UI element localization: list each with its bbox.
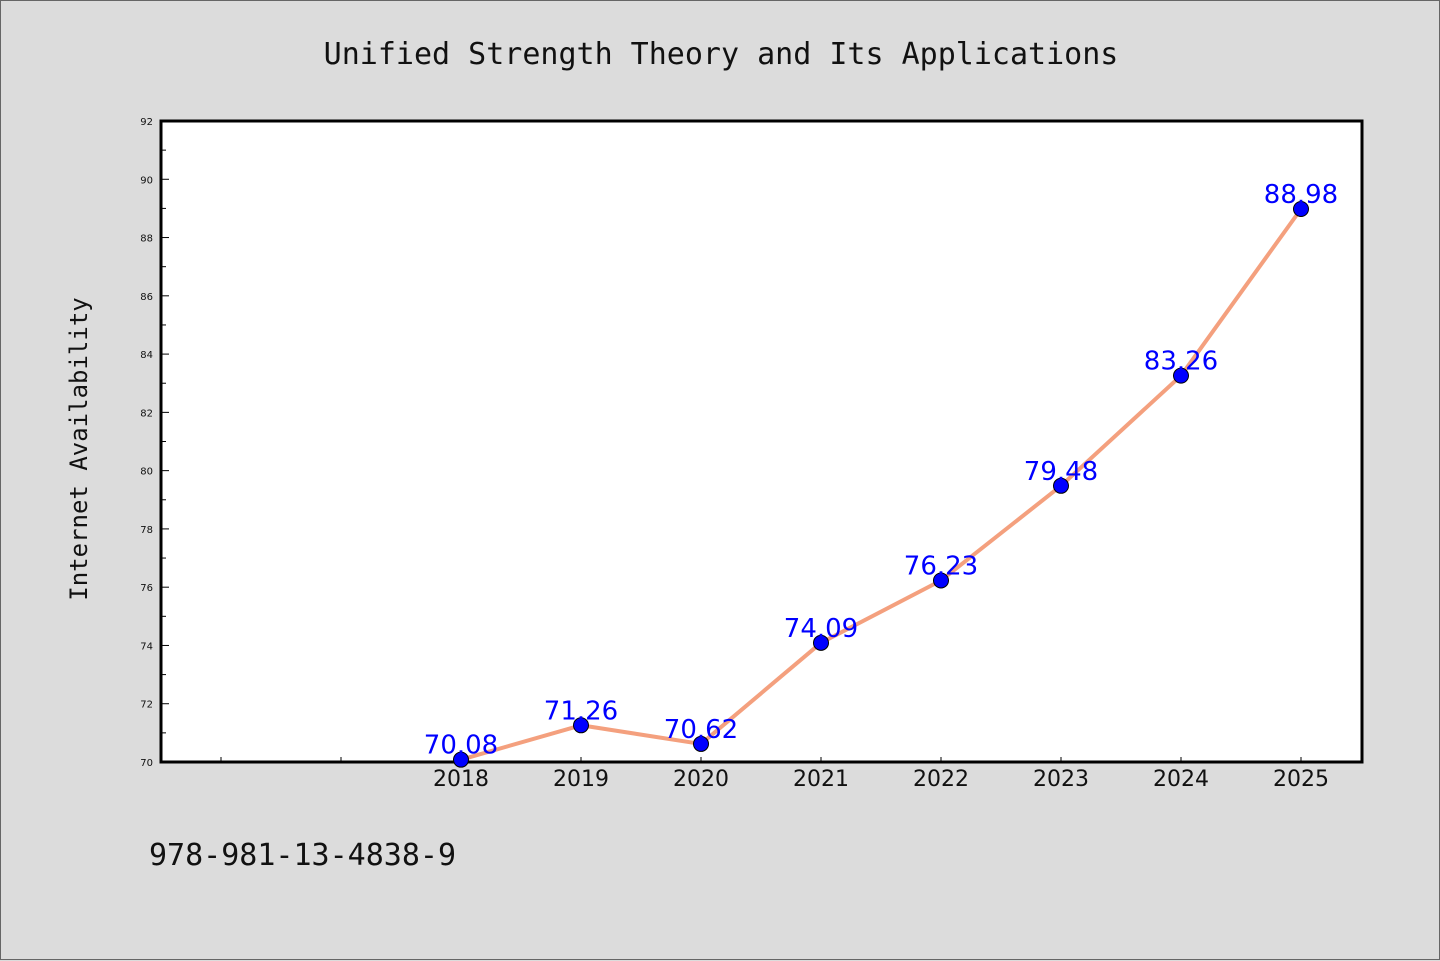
data-label: 71.26 <box>544 696 618 726</box>
y-tick-label: 74 <box>140 641 153 652</box>
data-point <box>1053 477 1069 494</box>
x-tick-label: 2024 <box>1153 767 1209 792</box>
data-label: 79.48 <box>1024 457 1098 487</box>
y-tick-label: 70 <box>140 758 153 769</box>
x-tick-label: 2022 <box>913 767 969 792</box>
data-point <box>933 572 949 589</box>
data-point <box>813 634 829 651</box>
data-label: 88.98 <box>1264 180 1338 210</box>
y-tick-label: 76 <box>140 583 153 594</box>
x-tick-label: 2019 <box>553 767 609 792</box>
data-point <box>1173 367 1189 384</box>
data-label: 83.26 <box>1144 347 1218 377</box>
y-tick-label: 86 <box>140 292 153 303</box>
x-tick-label: 2025 <box>1273 767 1329 792</box>
data-label: 74.09 <box>784 614 858 644</box>
y-tick-label: 92 <box>140 117 153 128</box>
data-labels: 70.08 71.26 70.62 74.09 76.23 79.48 83.26 88.98 <box>424 180 1338 761</box>
series-line <box>460 207 1303 762</box>
plot-area <box>159 119 1364 764</box>
x-tick-label: 2018 <box>433 767 489 792</box>
axis-ticks: 70 72 74 76 78 80 82 84 86 88 90 92 2018 2019 2020 2021… <box>140 117 1329 792</box>
y-tick-label: 82 <box>140 408 153 419</box>
data-point <box>573 717 589 734</box>
y-axis-label: Internet Availability <box>65 297 93 600</box>
series-line-group <box>453 200 1309 768</box>
chart-title: Unified Strength Theory and Its Applicat… <box>324 37 1119 72</box>
isbn-footer: 978-981-13-4838-9 <box>149 838 456 873</box>
y-tick-label: 84 <box>140 350 153 361</box>
data-label: 70.62 <box>664 715 738 745</box>
data-label: 76.23 <box>904 551 978 581</box>
y-tick-label: 72 <box>140 700 153 711</box>
x-tick-label: 2023 <box>1033 767 1089 792</box>
data-point <box>1293 200 1309 217</box>
data-label: 70.08 <box>424 731 498 761</box>
y-tick-label: 78 <box>140 525 153 536</box>
data-point <box>453 751 469 768</box>
x-tick-label: 2020 <box>673 767 729 792</box>
x-tick-label: 2021 <box>793 767 849 792</box>
y-tick-label: 80 <box>140 467 153 478</box>
y-tick-label: 88 <box>140 234 153 245</box>
data-point <box>693 735 709 752</box>
y-tick-label: 90 <box>140 175 153 186</box>
